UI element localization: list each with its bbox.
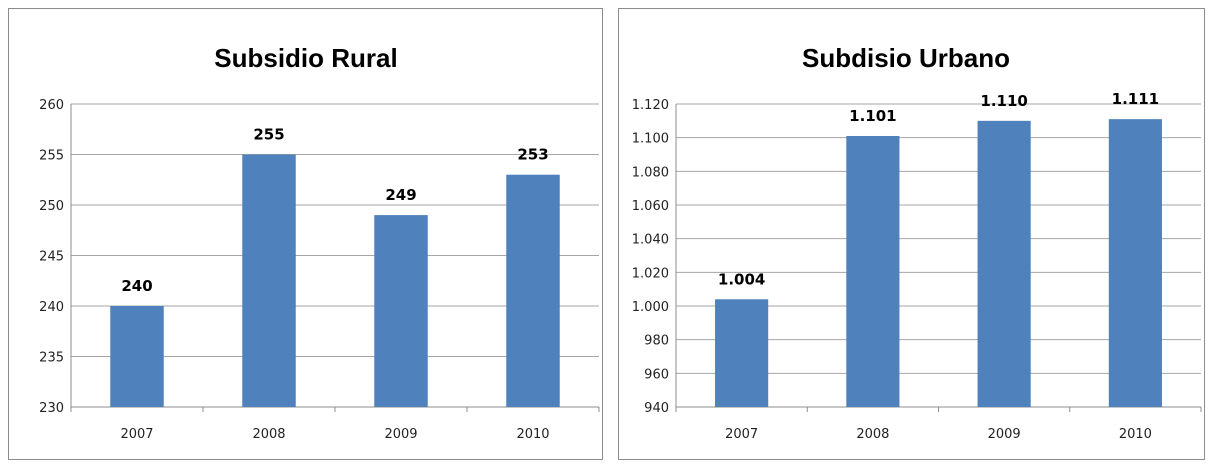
data-label: 1.111 xyxy=(1112,90,1159,108)
y-tick-label: 960 xyxy=(644,367,669,382)
data-label: 249 xyxy=(385,186,416,204)
y-tick-label: 940 xyxy=(644,401,669,416)
chart-title: Subsidio Rural xyxy=(214,43,397,73)
y-tick-label: 240 xyxy=(39,300,64,315)
x-tick-label: 2007 xyxy=(120,427,153,442)
y-tick-label: 980 xyxy=(644,334,669,349)
data-label: 1.004 xyxy=(718,270,765,288)
bar-2007 xyxy=(110,306,163,407)
y-tick-label: 1.120 xyxy=(632,98,669,113)
x-tick-label: 2010 xyxy=(516,427,549,442)
bar-2009 xyxy=(978,121,1031,407)
bar-2009 xyxy=(374,215,427,407)
bar-2010 xyxy=(506,175,559,407)
data-label: 255 xyxy=(253,126,284,144)
x-tick-label: 2008 xyxy=(856,427,889,442)
data-label: 253 xyxy=(517,146,548,164)
y-tick-label: 1.020 xyxy=(632,266,669,281)
y-tick-label: 250 xyxy=(39,199,64,214)
x-tick-label: 2008 xyxy=(252,427,285,442)
chart-title: Subdisio Urbano xyxy=(802,43,1010,73)
data-label: 1.110 xyxy=(980,92,1027,110)
y-tick-label: 1.040 xyxy=(632,233,669,248)
y-tick-label: 245 xyxy=(39,250,64,265)
y-tick-label: 1.060 xyxy=(632,199,669,214)
chart-rural-svg: Subsidio Rural 230 235 240 245 250 255 260 240 2… xyxy=(9,9,604,461)
chart-panel-urban: Subdisio Urbano 940 960 980 1.000 1.020 1.040… xyxy=(618,8,1205,460)
chart-urban-svg: Subdisio Urbano 940 960 980 1.000 1.020 1.040… xyxy=(619,9,1206,461)
y-tick-label: 1.080 xyxy=(632,165,669,180)
bar-2008 xyxy=(846,136,899,407)
x-tick-label: 2009 xyxy=(384,427,417,442)
y-tick-label: 260 xyxy=(39,98,64,113)
data-label: 1.101 xyxy=(849,107,896,125)
y-tick-label: 1.100 xyxy=(632,132,669,147)
data-label: 240 xyxy=(121,277,152,295)
bar-2010 xyxy=(1109,119,1162,407)
x-tick-label: 2010 xyxy=(1119,427,1152,442)
bar-2007 xyxy=(715,299,768,407)
y-tick-label: 230 xyxy=(39,401,64,416)
y-tick-label: 255 xyxy=(39,149,64,164)
chart-panel-rural: Subsidio Rural 230 235 240 245 250 255 260 240 2… xyxy=(8,8,603,460)
bar-2008 xyxy=(242,155,295,408)
x-tick-label: 2009 xyxy=(988,427,1021,442)
y-tick-label: 1.000 xyxy=(632,300,669,315)
y-tick-label: 235 xyxy=(39,351,64,366)
x-tick-label: 2007 xyxy=(725,427,758,442)
